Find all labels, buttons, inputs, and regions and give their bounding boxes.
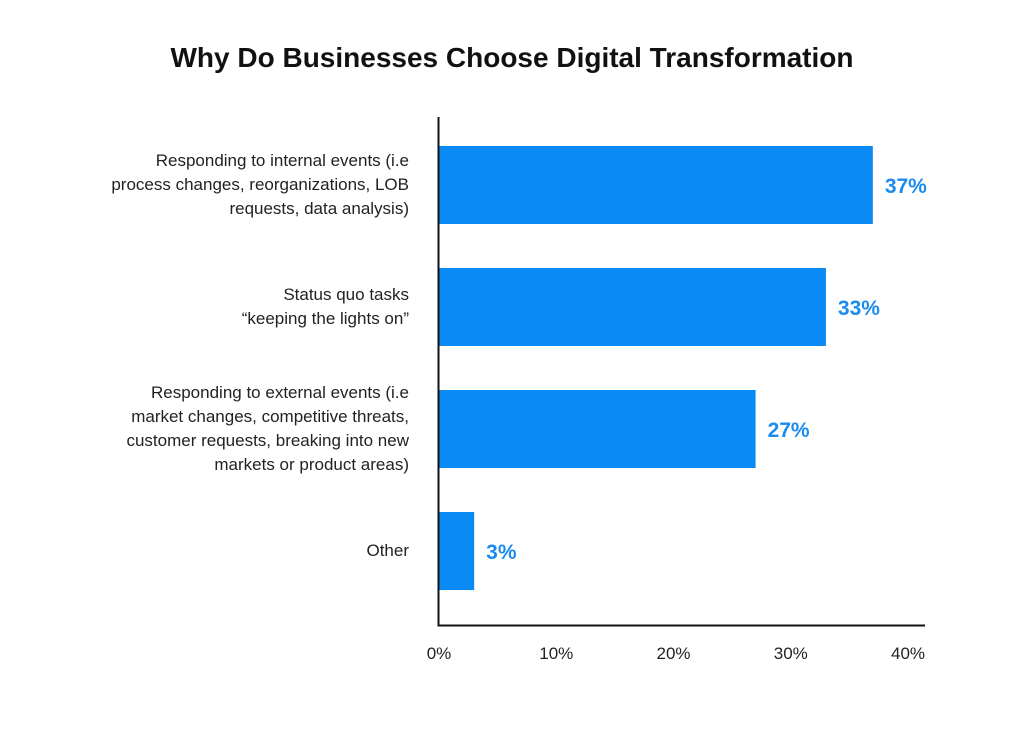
category-label-line: process changes, reorganizations, LOB — [111, 175, 409, 194]
category-label-line: Status quo tasks — [283, 285, 409, 304]
value-label-2: 27% — [768, 419, 810, 442]
category-label-line: market changes, competitive threats, — [131, 407, 409, 426]
value-label-0: 37% — [885, 175, 927, 198]
bar-0 — [439, 146, 873, 224]
bar-1 — [439, 268, 826, 346]
value-labels-group: 37% 33% 27% 3% — [486, 175, 927, 564]
category-label-1: Status quo tasks “keeping the lights on” — [49, 283, 409, 331]
category-label-0: Responding to internal events (i.e proces… — [49, 149, 409, 221]
x-tick-labels-group: 0% 10% 20% 30% 40% — [427, 644, 925, 663]
category-label-line: customer requests, breaking into new — [126, 431, 409, 450]
x-tick-label-4: 40% — [891, 644, 925, 663]
bar-2 — [439, 390, 756, 468]
category-label-3: Other — [49, 539, 409, 563]
category-label-line: Other — [366, 541, 409, 560]
bars-group — [439, 146, 873, 590]
x-tick-label-1: 10% — [539, 644, 573, 663]
x-tick-label-2: 20% — [656, 644, 690, 663]
category-label-line: markets or product areas) — [214, 455, 409, 474]
category-label-2: Responding to external events (i.e market… — [49, 381, 409, 477]
value-label-1: 33% — [838, 297, 880, 320]
category-label-line: “keeping the lights on” — [241, 309, 409, 328]
category-label-line: requests, data analysis) — [229, 199, 409, 218]
bar-3 — [439, 512, 475, 590]
category-label-line: Responding to internal events (i.e — [155, 151, 409, 170]
value-label-3: 3% — [486, 541, 517, 564]
category-label-line: Responding to external events (i.e — [151, 383, 409, 402]
x-tick-label-3: 30% — [774, 644, 808, 663]
x-tick-label-0: 0% — [427, 644, 452, 663]
chart-title: Why Do Businesses Choose Digital Transfo… — [170, 42, 854, 73]
